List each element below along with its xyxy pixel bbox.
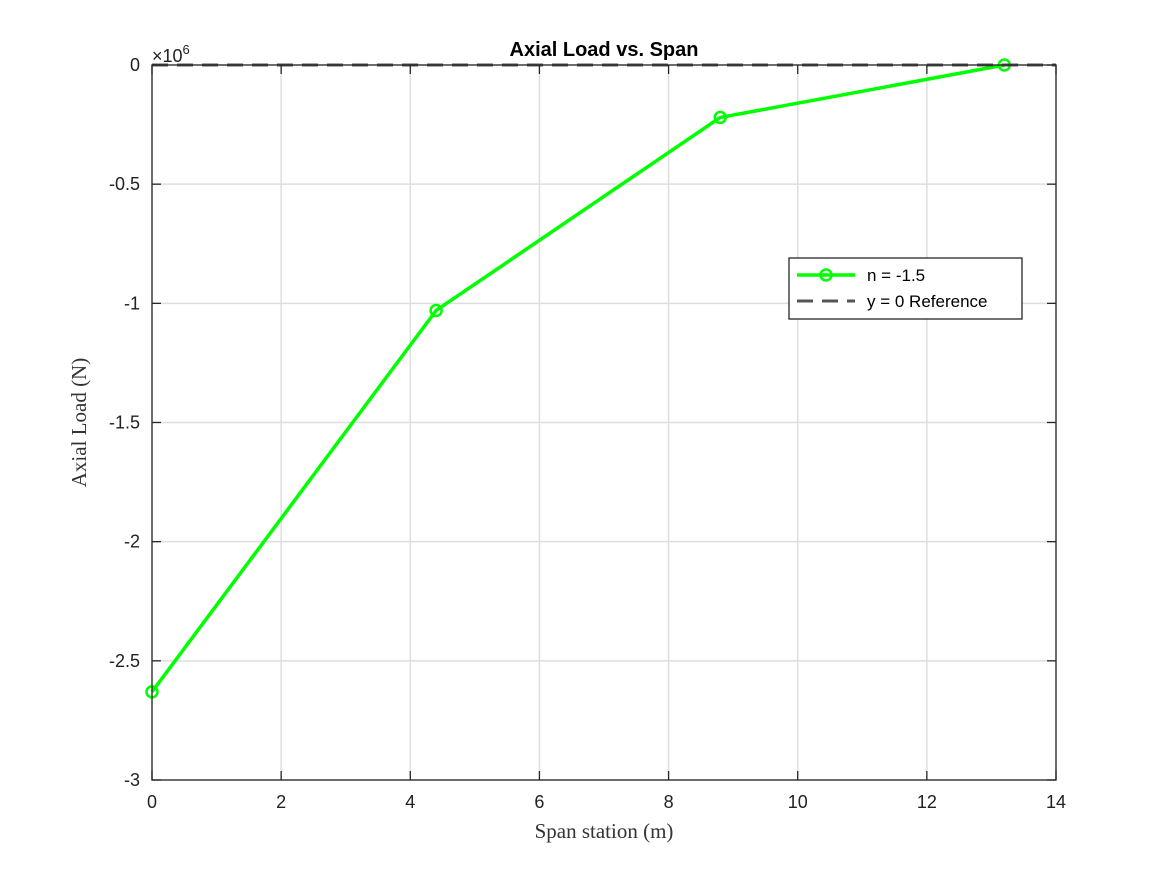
x-tick-label: 2 bbox=[276, 792, 286, 812]
tick-marks bbox=[151, 64, 1057, 781]
y-tick-label: -2 bbox=[124, 532, 140, 552]
y-tick-label: -2.5 bbox=[109, 651, 140, 671]
y-tick-labels: 0 -0.5 -1 -1.5 -2 -2.5 -3 bbox=[109, 55, 140, 790]
x-tick-labels: 0 2 4 6 8 10 12 14 bbox=[147, 792, 1066, 812]
legend-box bbox=[788, 257, 1023, 320]
chart-title: Axial Load vs. Span bbox=[510, 39, 699, 61]
x-tick-label: 6 bbox=[534, 792, 544, 812]
x-tick-label: 12 bbox=[917, 792, 937, 812]
y-tick-label: -3 bbox=[124, 770, 140, 790]
legend-label: n = -1.5 bbox=[867, 266, 925, 285]
y-axis-exponent: ×106 bbox=[152, 42, 190, 66]
y-tick-label: -0.5 bbox=[109, 174, 140, 194]
legend-label: y = 0 Reference bbox=[867, 292, 988, 311]
x-tick-label: 4 bbox=[405, 792, 415, 812]
legend: n = -1.5 y = 0 Reference bbox=[788, 257, 1023, 320]
x-tick-label: 10 bbox=[788, 792, 808, 812]
series-line-0 bbox=[150, 63, 1005, 693]
y-tick-label: 0 bbox=[130, 55, 140, 75]
x-tick-label: 8 bbox=[664, 792, 674, 812]
data-point bbox=[713, 110, 727, 125]
y-tick-label: -1 bbox=[124, 293, 140, 313]
data-point bbox=[429, 303, 443, 318]
x-tick-label: 0 bbox=[147, 792, 157, 812]
x-axis-label: Span station (m) bbox=[535, 819, 674, 843]
y-axis-label: Axial Load (N) bbox=[67, 358, 91, 487]
legend-marker bbox=[819, 268, 833, 282]
x-tick-label: 14 bbox=[1046, 792, 1066, 812]
y-tick-label: -1.5 bbox=[109, 413, 140, 433]
